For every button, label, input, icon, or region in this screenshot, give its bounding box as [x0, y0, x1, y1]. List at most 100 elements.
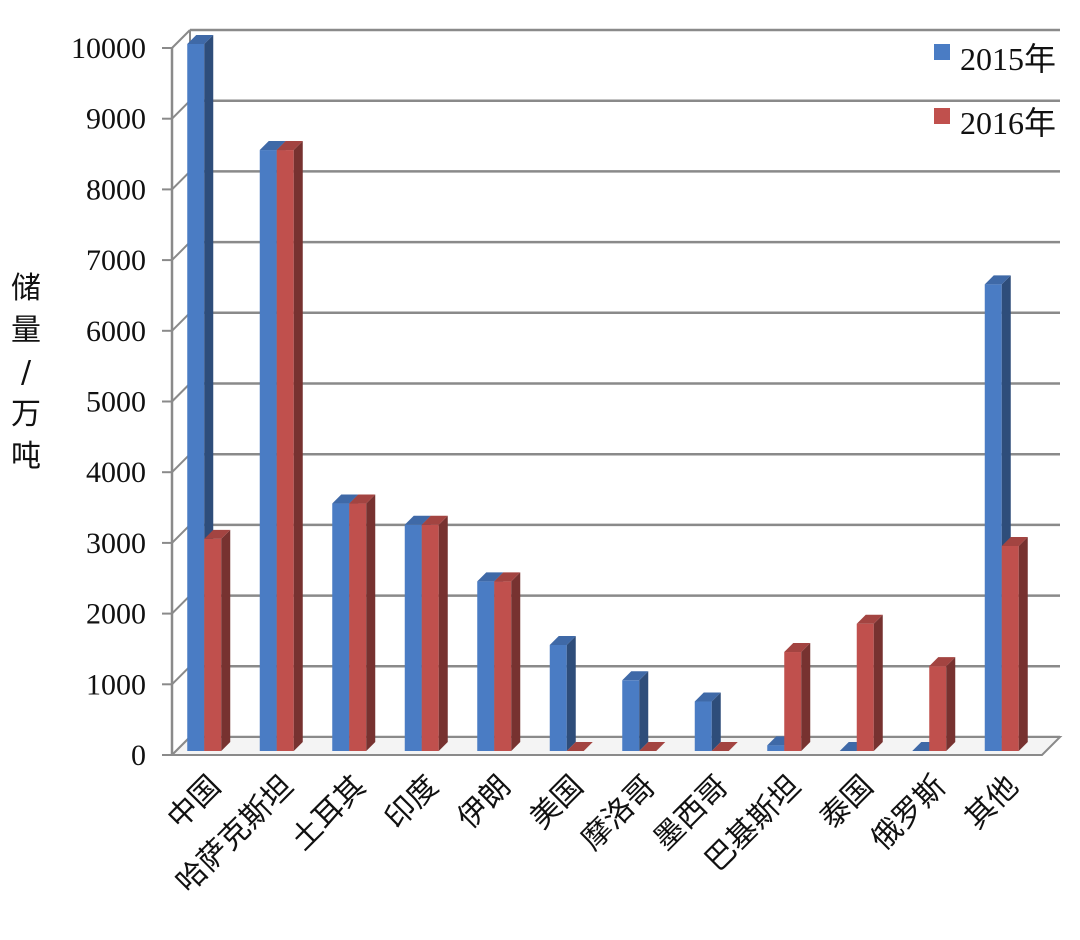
bar — [856, 614, 883, 751]
bar-top — [421, 515, 448, 525]
bar-side — [438, 515, 448, 751]
legend: 2015年 2016年 — [934, 41, 1056, 141]
bar-side — [711, 692, 721, 751]
y-tick-label: 0 — [131, 739, 146, 772]
bar — [711, 742, 738, 752]
bar — [622, 671, 649, 751]
bar-side — [221, 529, 231, 751]
chart-floor — [169, 736, 1063, 756]
bar-top — [929, 657, 956, 667]
y-axis-label-char: 量 — [11, 313, 41, 348]
bar-front — [494, 581, 512, 751]
gridline-side — [171, 524, 191, 544]
bar-top — [566, 742, 593, 751]
bar — [929, 657, 956, 751]
bar-side — [511, 572, 521, 751]
gridline-side — [171, 29, 191, 49]
bar-top — [187, 35, 214, 44]
y-axis-label-char: 万 — [11, 397, 41, 432]
bar-top — [784, 643, 811, 653]
legend-label: 2015年 — [960, 41, 1056, 77]
bar-front — [187, 44, 205, 751]
bar-front — [1001, 545, 1019, 751]
bar — [276, 141, 303, 752]
bar-side — [366, 494, 376, 751]
bar-top — [856, 614, 883, 624]
bar-front — [259, 150, 277, 752]
bar-front — [349, 503, 367, 751]
bar-front — [984, 284, 1002, 751]
gridline-side — [171, 665, 191, 686]
bar-side — [873, 614, 883, 751]
gridlines — [171, 28, 1060, 756]
y-tick-label: 1000 — [86, 668, 146, 701]
y-axis-label-char: 吨 — [11, 439, 41, 474]
y-axis-label: 储 量 / 万 吨 — [8, 268, 44, 478]
bar-top — [639, 742, 666, 751]
legend-label: 2016年 — [960, 105, 1056, 141]
y-tick-label: 4000 — [86, 456, 146, 489]
bar-top — [276, 141, 303, 151]
bar-top — [549, 635, 576, 645]
bar-front — [856, 623, 874, 751]
x-tick-label: 伊朗 — [451, 769, 518, 836]
bar-side — [946, 657, 956, 751]
y-axis-label-char: / — [20, 355, 32, 390]
bar — [639, 742, 666, 752]
bar-top — [622, 671, 649, 681]
bar-front — [622, 680, 640, 751]
y-tick-label: 5000 — [86, 386, 146, 419]
bar-front — [404, 524, 422, 751]
x-tick-label: 俄罗斯 — [865, 769, 953, 857]
y-tick-label: 8000 — [86, 173, 146, 206]
bars — [187, 35, 1028, 752]
bar-top — [204, 529, 231, 539]
bar-front — [477, 581, 495, 751]
gridline-side — [171, 312, 191, 332]
bar — [784, 643, 811, 751]
bar-front — [204, 538, 222, 751]
bar-side — [639, 671, 649, 751]
bar — [349, 494, 376, 751]
bar-side — [566, 635, 576, 751]
bar-top — [477, 572, 504, 582]
bar-top — [259, 141, 286, 151]
bar-front — [694, 701, 712, 751]
bar-top — [694, 692, 721, 702]
bar-side — [801, 643, 811, 751]
gridline-side — [171, 99, 191, 120]
bar-front — [332, 503, 350, 751]
bar-top — [332, 494, 359, 504]
y-tick-labels: 0 1000 2000 3000 4000 5000 6000 7000 8000 9000 100… — [71, 32, 172, 772]
bar — [204, 529, 231, 751]
bar-top — [494, 572, 521, 582]
x-tick-label: 摩洛哥 — [575, 769, 663, 857]
x-tick-label: 印度 — [378, 769, 445, 836]
gridline-side — [171, 241, 191, 261]
y-tick-label: 7000 — [86, 244, 146, 277]
bar-top — [404, 515, 431, 525]
y-tick-label: 2000 — [86, 598, 146, 631]
y-tick-label: 6000 — [86, 315, 146, 348]
bar-front — [784, 652, 802, 751]
bar — [1001, 536, 1028, 751]
bar-front — [549, 644, 567, 751]
x-tick-label: 其他 — [958, 769, 1025, 836]
bar-top — [1001, 536, 1028, 546]
bar-side — [293, 141, 303, 752]
bar-top — [984, 275, 1011, 285]
bar — [566, 742, 593, 752]
bar-top — [349, 494, 376, 504]
y-axis-label-char: 储 — [11, 271, 41, 306]
bar-front — [276, 150, 294, 752]
gridline-side — [171, 170, 191, 191]
bar — [494, 572, 521, 751]
x-tick-label: 土耳其 — [285, 769, 373, 857]
bar-top — [711, 742, 738, 751]
y-tick-label: 10000 — [71, 32, 146, 65]
bar — [694, 692, 721, 751]
bar-front — [421, 524, 439, 751]
gridline-side — [171, 594, 191, 615]
bar-front — [929, 666, 947, 751]
